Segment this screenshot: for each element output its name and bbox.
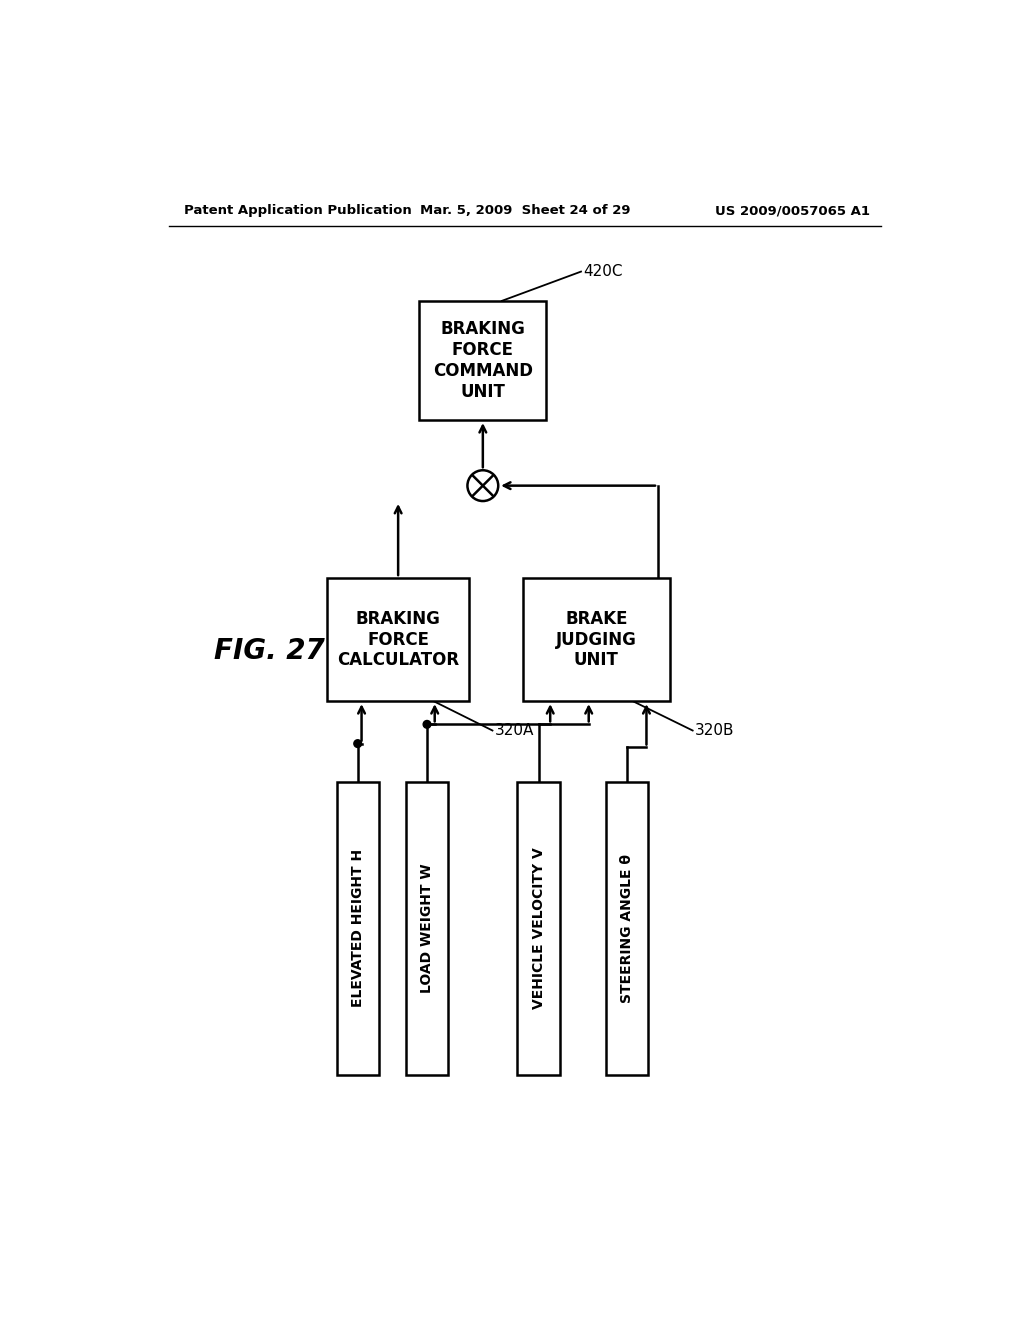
Text: BRAKING
FORCE
COMMAND
UNIT: BRAKING FORCE COMMAND UNIT [433, 321, 532, 401]
Bar [406, 781, 449, 1074]
Bar [606, 781, 648, 1074]
Text: ELEVATED HEIGHT H: ELEVATED HEIGHT H [350, 849, 365, 1007]
Text: BRAKING
FORCE
CALCULATOR: BRAKING FORCE CALCULATOR [337, 610, 459, 669]
Bar [419, 301, 547, 420]
Circle shape [423, 721, 431, 729]
Text: STEERING ANGLE θ: STEERING ANGLE θ [621, 854, 634, 1003]
Text: FIG. 27: FIG. 27 [214, 638, 325, 665]
Bar [337, 781, 379, 1074]
Text: Patent Application Publication: Patent Application Publication [184, 205, 413, 218]
Text: BRAKE
JUDGING
UNIT: BRAKE JUDGING UNIT [556, 610, 637, 669]
Bar [523, 578, 670, 701]
Bar [517, 781, 560, 1074]
Text: 420C: 420C [584, 264, 623, 279]
Bar [327, 578, 469, 701]
Text: LOAD WEIGHT W: LOAD WEIGHT W [420, 863, 434, 993]
Text: VEHICLE VELOCITY V: VEHICLE VELOCITY V [531, 847, 546, 1010]
Text: US 2009/0057065 A1: US 2009/0057065 A1 [715, 205, 869, 218]
Circle shape [354, 739, 361, 747]
Text: 320A: 320A [495, 723, 535, 738]
Circle shape [467, 470, 499, 502]
Text: Mar. 5, 2009  Sheet 24 of 29: Mar. 5, 2009 Sheet 24 of 29 [420, 205, 630, 218]
Text: 320B: 320B [695, 723, 734, 738]
